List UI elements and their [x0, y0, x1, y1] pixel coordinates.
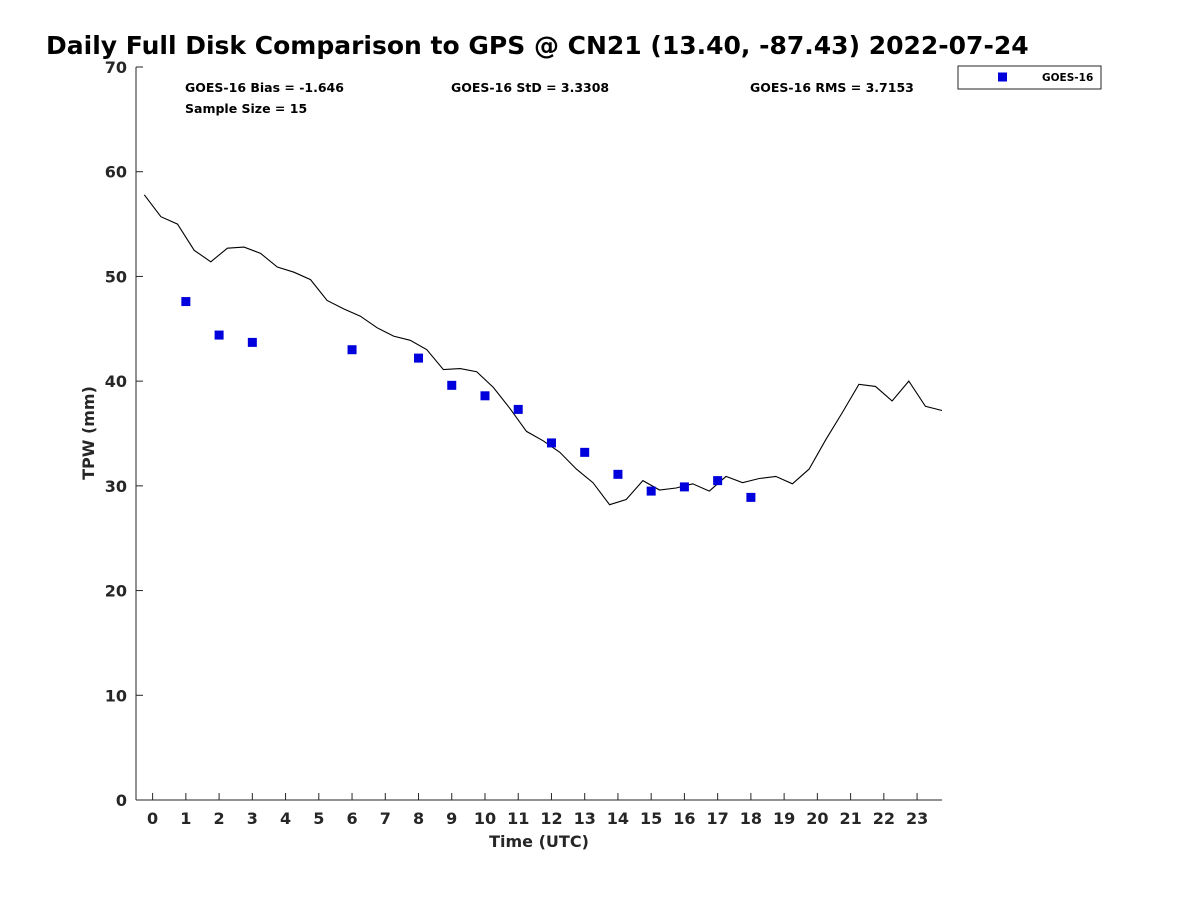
y-tick-label: 40 — [105, 372, 127, 391]
x-ticks: 0 1 2 3 4 5 6 7 8 9 10 11 12 13 14 15 16 17 18 19 20 21 22 23 — [147, 793, 928, 828]
y-axis-label: TPW (mm) — [79, 386, 98, 480]
goes16-point — [347, 345, 357, 355]
x-tick-label: 8 — [413, 809, 424, 828]
x-tick-label: 22 — [873, 809, 895, 828]
x-tick-label: 2 — [214, 809, 225, 828]
x-tick-label: 10 — [474, 809, 496, 828]
x-tick-label: 15 — [640, 809, 662, 828]
x-tick-label: 16 — [673, 809, 695, 828]
legend-box — [957, 65, 1102, 90]
gps-series-line — [143, 194, 943, 506]
y-tick-label: 60 — [105, 163, 127, 182]
x-tick-label: 0 — [147, 809, 158, 828]
stat-rms: GOES-16 RMS = 3.7153 — [750, 80, 914, 95]
x-tick-label: 6 — [346, 809, 357, 828]
goes16-point — [513, 404, 523, 414]
stat-bias: GOES-16 Bias = -1.646 — [185, 80, 344, 95]
goes16-point — [613, 469, 623, 479]
x-tick-label: 19 — [773, 809, 795, 828]
stat-std: GOES-16 StD = 3.3308 — [451, 80, 609, 95]
gps-line-series — [143, 194, 943, 506]
y-tick-label: 0 — [116, 791, 127, 810]
x-tick-label: 18 — [740, 809, 762, 828]
goes16-point — [214, 330, 224, 340]
goes16-point — [679, 482, 689, 492]
x-tick-label: 23 — [906, 809, 928, 828]
chart-title: Daily Full Disk Comparison to GPS @ CN21… — [46, 31, 1029, 60]
goes16-point — [414, 353, 424, 363]
goes16-point — [646, 486, 656, 496]
x-tick-label: 9 — [446, 809, 457, 828]
goes16-point — [546, 438, 556, 448]
x-tick-label: 3 — [247, 809, 258, 828]
legend-marker — [998, 72, 1007, 82]
stats-annotations: GOES-16 Bias = -1.646 GOES-16 StD = 3.33… — [185, 80, 914, 116]
goes16-point — [580, 447, 590, 457]
y-tick-label: 50 — [105, 267, 127, 286]
goes16-point — [181, 297, 191, 307]
goes16-point — [746, 492, 756, 502]
x-tick-label: 17 — [707, 809, 729, 828]
x-tick-label: 12 — [540, 809, 562, 828]
legend-entry-goes16: GOES-16 — [1042, 72, 1093, 84]
goes16-point — [713, 476, 723, 486]
goes16-marker-series — [181, 297, 756, 502]
x-tick-label: 5 — [313, 809, 324, 828]
y-tick-label: 70 — [105, 58, 127, 77]
y-tick-label: 30 — [105, 477, 127, 496]
x-tick-label: 21 — [839, 809, 861, 828]
y-tick-label: 20 — [105, 582, 127, 601]
x-axis-label: Time (UTC) — [489, 832, 589, 851]
x-tick-label: 14 — [607, 809, 629, 828]
goes16-point — [447, 380, 457, 390]
x-tick-label: 4 — [280, 809, 291, 828]
x-tick-label: 7 — [380, 809, 391, 828]
x-tick-label: 1 — [180, 809, 191, 828]
x-tick-label: 13 — [574, 809, 596, 828]
y-tick-label: 10 — [105, 686, 127, 705]
plot-area — [135, 67, 942, 801]
goes16-point — [480, 391, 490, 401]
x-tick-label: 20 — [806, 809, 828, 828]
legend: GOES-16 — [957, 65, 1102, 90]
x-tick-label: 11 — [507, 809, 529, 828]
y-ticks: 0 10 20 30 40 50 60 70 — [105, 58, 143, 810]
stat-sample-size: Sample Size = 15 — [185, 101, 307, 116]
goes16-point — [247, 337, 257, 347]
